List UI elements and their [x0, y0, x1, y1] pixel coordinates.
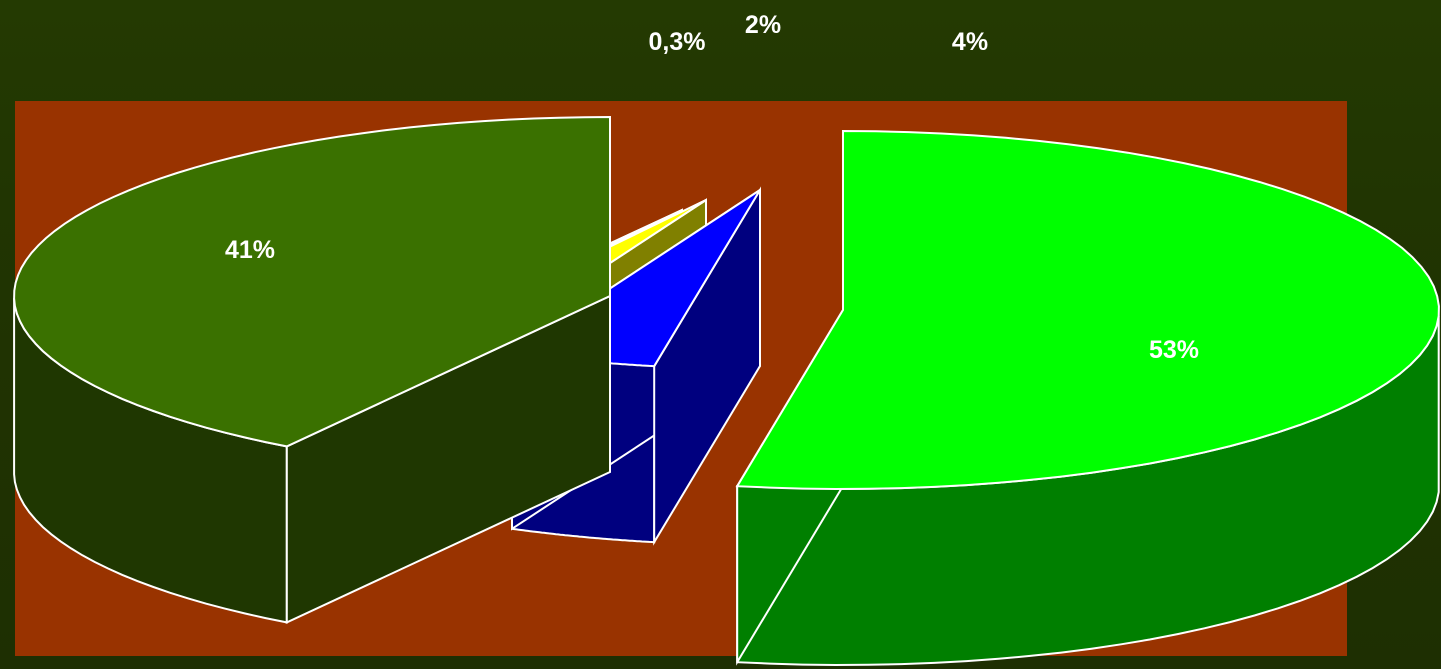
slice-4-top — [735, 129, 1440, 491]
data-label-0: 41% — [225, 236, 275, 264]
data-label-1: 0,3% — [649, 28, 706, 56]
data-label-3: 4% — [952, 28, 988, 56]
pie-slice-4 — [735, 129, 1440, 667]
slice-0-top — [13, 115, 611, 448]
data-label-4: 53% — [1149, 336, 1199, 364]
pie-slices — [13, 115, 1440, 667]
data-label-2: 2% — [745, 11, 781, 39]
pie-labels: 41% 0,3% 2% 4% 53% — [225, 11, 1199, 364]
pie-slice-0 — [13, 115, 611, 624]
